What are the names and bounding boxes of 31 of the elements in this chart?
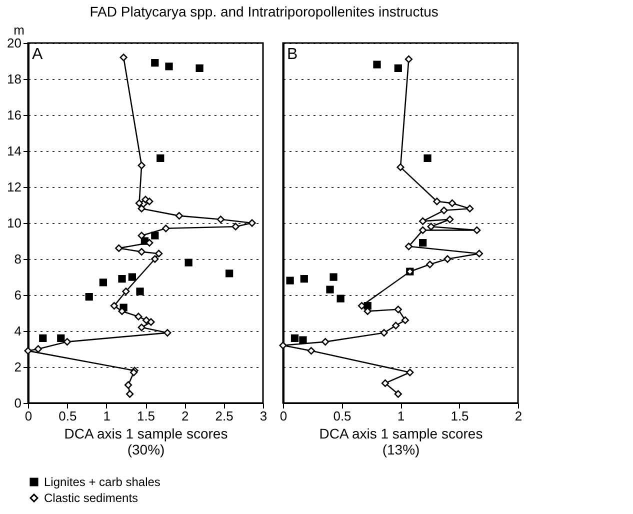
y-tick-label: 20 bbox=[7, 36, 22, 50]
x-tick-label: 2.5 bbox=[215, 408, 234, 424]
x-tick-label: 1 bbox=[103, 408, 110, 424]
y-tick-label: 16 bbox=[7, 108, 22, 122]
y-tick-label: 4 bbox=[14, 324, 22, 338]
x-axis-title: DCA axis 1 sample scores (13%) bbox=[319, 426, 483, 458]
x-tick-label: 2 bbox=[514, 408, 522, 424]
y-tick-label: 18 bbox=[7, 72, 22, 86]
x-tick-label: 0 bbox=[24, 408, 32, 424]
x-tick-label: 0.5 bbox=[333, 408, 352, 424]
annotation: A bbox=[32, 46, 43, 63]
y-axis-title: m bbox=[14, 22, 24, 38]
y-tick-label: 0 bbox=[14, 396, 22, 410]
x-tick-label: 1 bbox=[397, 408, 405, 424]
legend-label: Clastic sediments bbox=[44, 491, 138, 505]
x-tick-label: 2 bbox=[182, 408, 189, 424]
chart-title: FAD Platycarya spp. and Intratriporopollenites instructus bbox=[90, 3, 438, 20]
x-tick-label: 1.5 bbox=[136, 408, 156, 424]
y-tick-label: 2 bbox=[14, 360, 22, 374]
y-tick-label: 12 bbox=[7, 180, 22, 194]
annotation: B bbox=[287, 46, 298, 63]
x-tick-label: 3 bbox=[260, 408, 268, 424]
x-tick-label: 0.5 bbox=[58, 408, 77, 424]
x-axis-title: DCA axis 1 sample scores (30%) bbox=[64, 426, 228, 458]
y-tick-label: 6 bbox=[14, 288, 22, 302]
legend-label: Lignites + carb shales bbox=[44, 475, 160, 489]
y-tick-label: 10 bbox=[7, 216, 22, 230]
y-tick-label: 8 bbox=[14, 252, 22, 266]
x-tick-label: 1.5 bbox=[450, 408, 469, 424]
y-tick-label: 14 bbox=[7, 144, 22, 158]
x-tick-label: 0 bbox=[280, 408, 288, 424]
